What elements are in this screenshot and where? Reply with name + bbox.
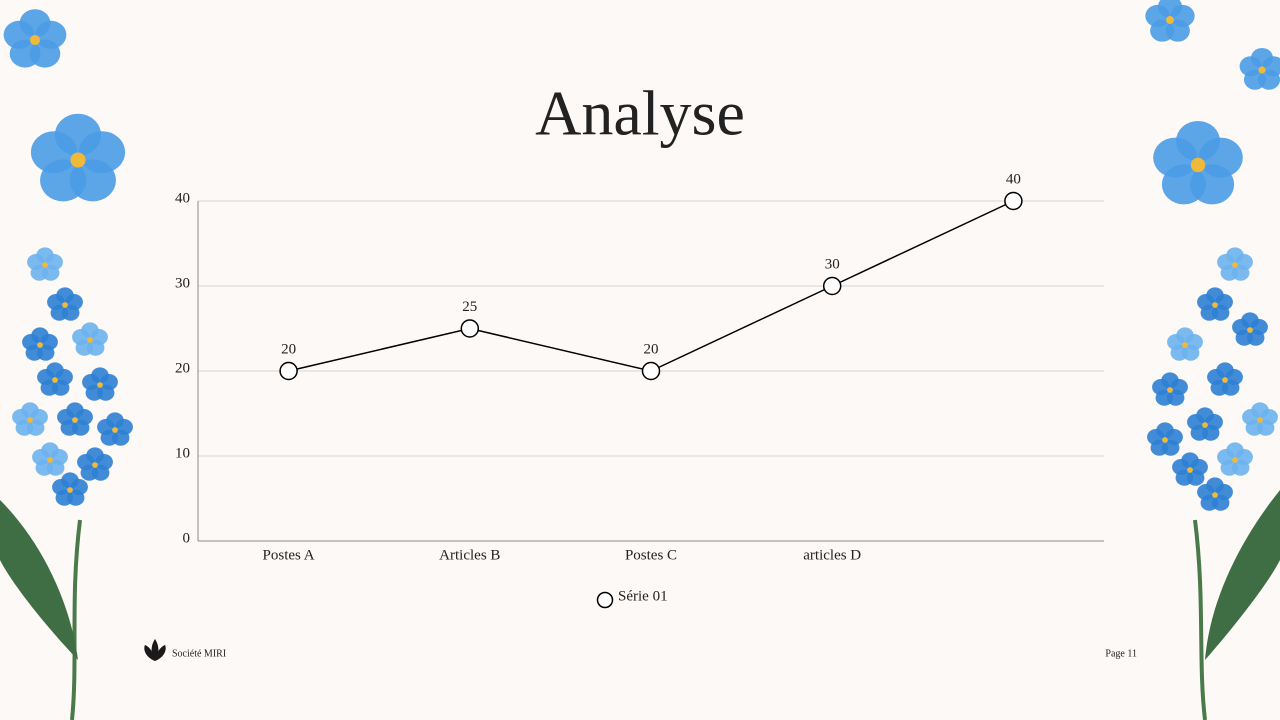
legend-marker xyxy=(596,591,614,609)
flower-center xyxy=(72,417,78,423)
petal xyxy=(1242,409,1260,426)
petal xyxy=(82,374,100,391)
data-label: 40 xyxy=(1006,171,1021,187)
y-tick-label: 40 xyxy=(175,190,190,206)
petal xyxy=(1217,254,1235,271)
flower-center xyxy=(1167,387,1173,393)
petal xyxy=(12,409,30,426)
flower-center xyxy=(52,377,58,383)
flower-center xyxy=(1202,422,1208,428)
petal xyxy=(1197,484,1215,501)
y-tick-label: 30 xyxy=(175,275,190,291)
leaf xyxy=(0,500,78,660)
flower-center xyxy=(1257,417,1263,423)
y-tick-label: 10 xyxy=(175,445,190,461)
chart-title: Analyse xyxy=(535,78,745,149)
flower-center xyxy=(1166,16,1174,24)
petal xyxy=(47,294,65,311)
petal xyxy=(22,334,40,351)
flower-center xyxy=(29,34,41,46)
flower-center xyxy=(42,262,48,268)
x-tick-label: Articles B xyxy=(439,547,500,563)
petal xyxy=(30,131,78,174)
flower-center xyxy=(1162,437,1168,443)
x-tick-label: articles D xyxy=(803,547,861,563)
flower-center xyxy=(62,302,68,308)
petal xyxy=(1207,369,1225,386)
petal xyxy=(1145,4,1170,27)
flower-center xyxy=(47,457,53,463)
petal xyxy=(97,419,115,436)
flower-center xyxy=(1247,327,1253,333)
petal xyxy=(27,254,45,271)
marker xyxy=(279,361,298,381)
flower-center xyxy=(70,152,86,168)
y-tick-label: 20 xyxy=(175,360,190,376)
data-label: 20 xyxy=(281,341,296,357)
petal xyxy=(1232,319,1250,336)
petal xyxy=(1197,294,1215,311)
marker xyxy=(641,361,661,381)
petal xyxy=(32,449,50,466)
footer-page: Page 11 xyxy=(1105,648,1137,659)
flower-center xyxy=(1232,262,1238,268)
petal xyxy=(1172,459,1190,476)
flower-center xyxy=(37,342,43,348)
footer-company: Société MIRI xyxy=(172,648,226,659)
stem xyxy=(70,519,82,720)
flower-center xyxy=(1190,157,1206,173)
flower-center xyxy=(27,417,33,423)
stem xyxy=(1193,519,1207,720)
leaf xyxy=(1205,490,1280,660)
petal xyxy=(1147,429,1165,446)
flower-center xyxy=(92,462,98,468)
x-tick-label: Postes C xyxy=(625,547,677,563)
petal xyxy=(1217,449,1235,466)
marker xyxy=(460,319,480,338)
petal xyxy=(1152,379,1170,396)
flower-center xyxy=(1258,66,1266,74)
legend-label: Série 01 xyxy=(618,588,668,604)
data-label: 30 xyxy=(825,256,840,272)
flower-center xyxy=(1222,377,1228,383)
flower-center xyxy=(1182,342,1188,348)
flower-center xyxy=(67,487,73,493)
petal xyxy=(1153,137,1198,178)
x-tick-label: Postes A xyxy=(263,547,315,563)
logo-icon xyxy=(144,639,166,661)
flower-center xyxy=(1212,492,1218,498)
petal xyxy=(52,479,70,496)
flower-center xyxy=(1232,457,1238,463)
marker xyxy=(1004,191,1023,211)
petal xyxy=(37,369,55,386)
flower-center xyxy=(97,382,103,388)
flower-center xyxy=(87,337,93,343)
data-label: 25 xyxy=(462,299,477,315)
petal xyxy=(1167,334,1185,351)
petal xyxy=(1187,414,1205,431)
y-tick-label: 0 xyxy=(183,530,191,546)
petal xyxy=(77,454,95,471)
flower-center xyxy=(112,427,118,433)
marker xyxy=(822,276,842,296)
flower-center xyxy=(1187,467,1193,473)
flower-center xyxy=(1212,302,1218,308)
data-label: 20 xyxy=(644,341,659,357)
petal xyxy=(72,329,90,346)
petal xyxy=(1239,56,1262,77)
petal xyxy=(57,409,75,426)
petal xyxy=(3,20,35,49)
